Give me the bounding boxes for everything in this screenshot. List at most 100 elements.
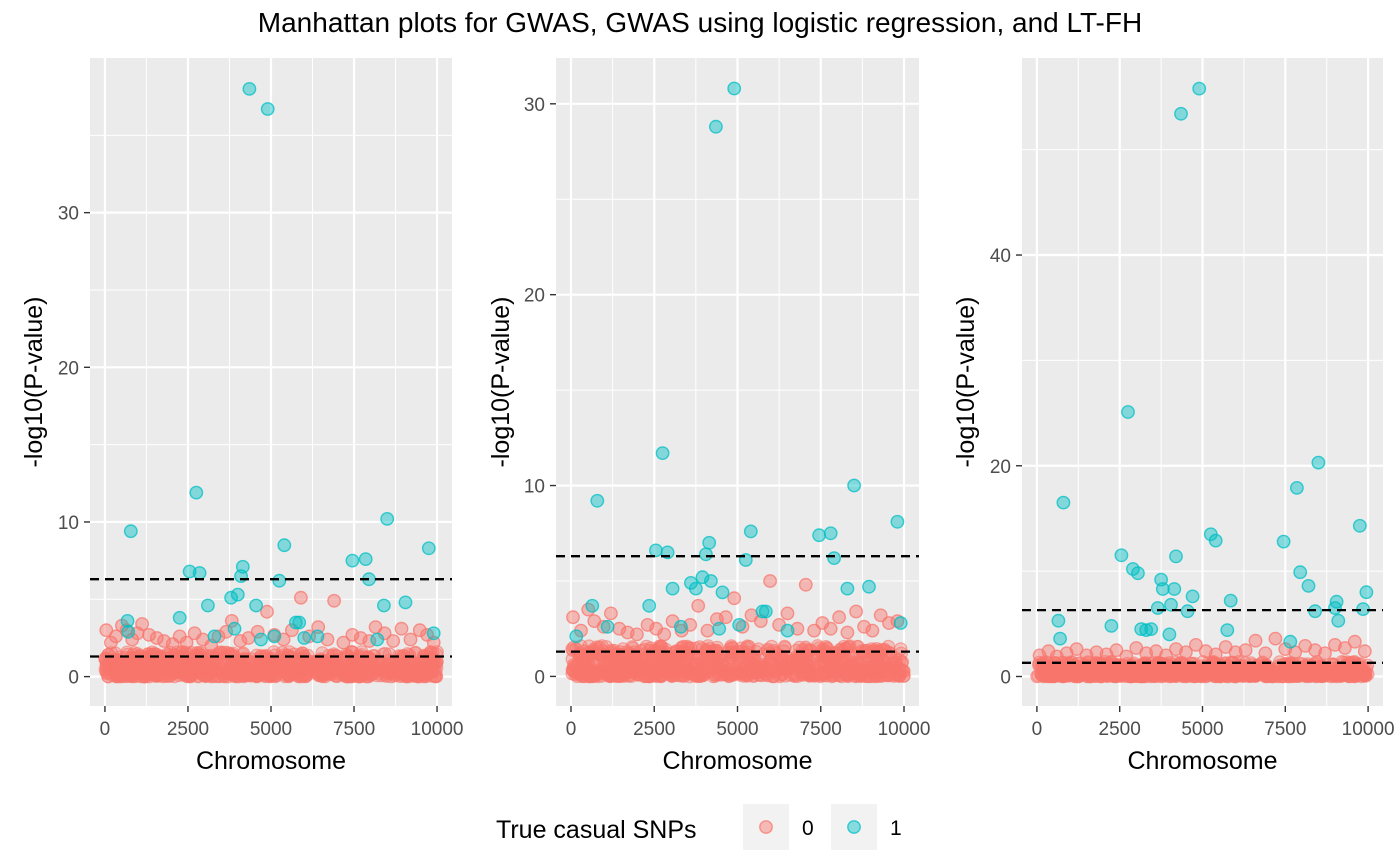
- point-series-1: [1150, 601, 1165, 615]
- point-series-0: [718, 610, 733, 625]
- point-series-1: [1053, 631, 1068, 646]
- point-series-0: [841, 640, 855, 655]
- point-series-1: [1293, 565, 1308, 580]
- point-series-0: [765, 652, 779, 666]
- point-series-0: [787, 669, 801, 683]
- x-tick-label: 5000: [716, 719, 758, 740]
- point-series-1: [1311, 455, 1326, 470]
- point-series-1: [345, 553, 360, 568]
- point-series-0: [219, 624, 234, 639]
- point-series-0: [264, 663, 279, 678]
- band-series-0: [98, 645, 444, 684]
- point-series-0: [823, 621, 838, 636]
- point-series-1: [893, 616, 908, 630]
- point-series-0: [679, 651, 693, 665]
- point-series-0: [204, 664, 219, 678]
- point-series-0: [320, 665, 335, 680]
- y-axis-title: -log10(P-value): [487, 297, 515, 468]
- point-series-0: [256, 667, 270, 682]
- panel-gwas-logistic: 0 2500 5000 7500 10000 0 10 20 30 Chromosome -log1…: [487, 58, 930, 775]
- point-series-1: [1331, 613, 1346, 628]
- point-series-1: [1121, 405, 1135, 419]
- point-series-1: [254, 632, 268, 647]
- point-series-0: [857, 619, 871, 634]
- point-series-1: [227, 621, 242, 636]
- point-series-0: [865, 623, 880, 638]
- y-tick-label: 20: [58, 358, 79, 379]
- point-series-0: [700, 623, 715, 638]
- point-series-0: [222, 647, 236, 661]
- point-series-1: [590, 493, 605, 508]
- point-series-1: [121, 624, 136, 639]
- point-series-1: [642, 598, 657, 613]
- point-series-1: [426, 626, 441, 641]
- point-series-0: [832, 610, 846, 625]
- point-series-0: [873, 608, 888, 623]
- y-tick-label: 40: [990, 246, 1011, 267]
- point-series-0: [584, 667, 598, 681]
- point-series-0: [747, 664, 762, 679]
- point-series-0: [1258, 646, 1273, 661]
- point-series-1: [1185, 589, 1200, 604]
- y-tick-label: 30: [58, 204, 79, 225]
- y-tick-label: 0: [1000, 667, 1011, 688]
- point-series-1: [1283, 634, 1298, 649]
- point-series-0: [179, 635, 194, 650]
- point-series-1: [699, 547, 713, 562]
- point-series-0: [394, 621, 409, 636]
- point-series-1: [1290, 480, 1304, 495]
- point-series-0: [662, 655, 676, 670]
- y-tick-label: 10: [58, 513, 79, 534]
- point-series-0: [599, 662, 613, 676]
- point-series-1: [267, 629, 282, 644]
- point-series-0: [1238, 643, 1253, 658]
- panel-ltfh: 0 2500 5000 7500 10000 0 20 40 Chromosome -log10(…: [952, 58, 1395, 775]
- point-series-1: [695, 570, 710, 585]
- point-series-0: [699, 643, 714, 657]
- point-series-1: [123, 524, 138, 539]
- point-series-0: [566, 643, 580, 658]
- point-series-1: [743, 524, 758, 539]
- x-tick-label: 2500: [1099, 719, 1141, 740]
- point-series-0: [345, 628, 360, 642]
- point-series-1: [1352, 518, 1367, 533]
- point-series-0: [336, 635, 351, 650]
- point-series-0: [1347, 634, 1362, 649]
- point-series-1: [704, 574, 718, 588]
- point-series-0: [692, 668, 707, 683]
- point-series-0: [773, 668, 788, 682]
- point-series-0: [896, 664, 911, 678]
- point-series-0: [1248, 633, 1263, 648]
- point-series-1: [272, 573, 287, 588]
- point-series-1: [702, 535, 717, 550]
- point-series-0: [846, 647, 860, 662]
- points-layer: [98, 82, 444, 684]
- point-series-1: [182, 564, 197, 579]
- point-series-0: [630, 627, 644, 642]
- point-series-0: [1354, 669, 1369, 684]
- point-series-0: [224, 614, 239, 628]
- point-series-0: [110, 669, 125, 684]
- point-series-1: [189, 485, 204, 500]
- point-series-1: [1056, 495, 1071, 510]
- point-series-0: [403, 632, 418, 647]
- x-axis-title: Chromosome: [662, 747, 812, 775]
- point-series-0: [727, 591, 742, 606]
- point-series-1: [780, 623, 795, 638]
- point-series-1: [655, 446, 670, 460]
- point-series-1: [1155, 582, 1170, 596]
- point-series-0: [595, 647, 609, 661]
- x-tick-label: 2500: [167, 719, 209, 740]
- point-series-0: [724, 664, 739, 678]
- point-series-0: [691, 598, 706, 613]
- point-series-1: [200, 598, 215, 613]
- point-series-1: [1131, 566, 1145, 581]
- point-series-1: [277, 538, 292, 553]
- point-series-0: [110, 665, 124, 680]
- x-tick-label: 0: [1032, 719, 1043, 740]
- point-series-0: [211, 629, 226, 644]
- x-tick-label: 7500: [800, 719, 842, 740]
- point-series-0: [709, 646, 724, 660]
- point-series-1: [712, 621, 727, 636]
- point-series-0: [224, 658, 238, 672]
